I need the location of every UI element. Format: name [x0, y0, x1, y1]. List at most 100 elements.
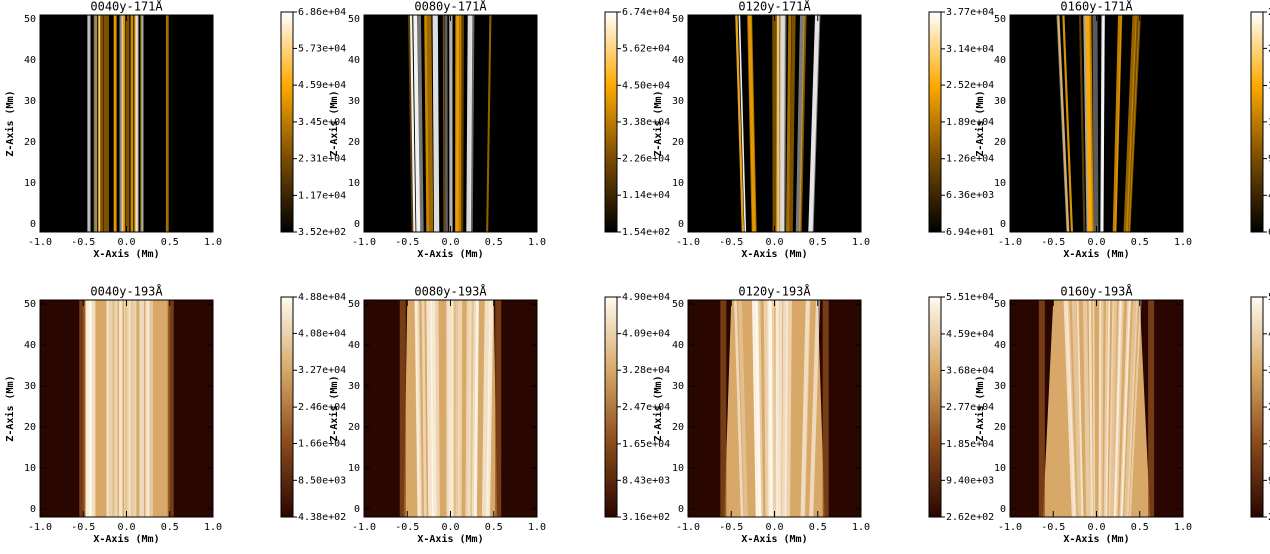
colorbar-tick-label: 1.54e+02: [622, 227, 670, 238]
y-tick-label: 10: [348, 178, 360, 189]
stripe: [784, 300, 792, 517]
colorbar-tick-label: 8.50e+03: [298, 475, 346, 486]
stripe: [409, 15, 416, 232]
x-tick-label: 0.5: [809, 237, 827, 248]
stripe: [1088, 300, 1094, 517]
y-tick-label: 30: [348, 96, 360, 107]
panel-title: 0160y-193Å: [1060, 284, 1133, 299]
y-axis-label: Z-Axis (Mm): [4, 90, 16, 156]
colorbar-tick-label: 1.17e+04: [298, 190, 346, 201]
colorbar-tick-label: 4.90e+04: [622, 292, 670, 303]
y-tick-label: 30: [24, 96, 36, 107]
x-tick-label: -1.0: [28, 522, 52, 533]
colorbar-tick-label: 9.35e+03: [1268, 154, 1270, 165]
y-tick-label: 10: [672, 463, 684, 474]
x-tick-label: 0.5: [1131, 237, 1149, 248]
colorbar-tick-label: 2.79e+04: [1268, 7, 1270, 18]
colorbar-tick-label: 2.17e+02: [1268, 512, 1270, 523]
x-axis-label: X-Axis (Mm): [93, 248, 159, 260]
edge-l: [720, 300, 727, 517]
stripe: [772, 15, 778, 232]
colorbar: [604, 296, 618, 518]
colorbar: [928, 11, 942, 233]
colorbar-tick-label: 6.86e+04: [298, 7, 346, 18]
y-axis-label: Z-Axis (Mm): [328, 90, 340, 156]
y-tick-label: 30: [672, 381, 684, 392]
stripe: [481, 300, 491, 517]
y-tick-label: 50: [672, 14, 684, 25]
stripe: [1098, 300, 1102, 517]
colorbar-tick-label: 3.16e+02: [622, 512, 670, 523]
colorbar-tick-label: 5.62e+04: [622, 44, 670, 55]
colorbar-tick-label: 8.43e+03: [622, 475, 670, 486]
stripe: [1123, 300, 1138, 517]
stripe: [126, 300, 131, 517]
stripe: [133, 300, 137, 517]
stripe: [788, 15, 796, 232]
stripe: [457, 300, 463, 517]
x-tick-label: 0.0: [441, 522, 459, 533]
stripe: [432, 15, 440, 232]
stripe: [1113, 300, 1122, 517]
x-tick-label: -0.5: [71, 522, 95, 533]
stripe: [1123, 15, 1137, 232]
colorbar-tick-label: 1.89e+04: [946, 117, 994, 128]
stripe: [88, 300, 92, 517]
stripe: [776, 15, 780, 232]
y-tick-label: 50: [24, 14, 36, 25]
stripe: [747, 15, 757, 232]
stripe: [1126, 15, 1140, 232]
colorbar-tick-label: 3.45e+04: [298, 117, 346, 128]
panel-title: 0120y-171Å: [738, 0, 811, 14]
panel-title: 0160y-171Å: [1060, 0, 1133, 14]
x-tick-label: -1.0: [676, 522, 700, 533]
x-tick-label: 0.5: [161, 237, 179, 248]
y-tick-label: 30: [348, 381, 360, 392]
colorbar-tick-label: 5.40e+04: [1268, 292, 1270, 303]
y-tick-label: 20: [994, 137, 1006, 148]
stripe: [1100, 15, 1105, 232]
stripe: [147, 300, 150, 517]
y-tick-label: 30: [672, 96, 684, 107]
stripe: [413, 15, 421, 232]
y-tick-label: 40: [672, 340, 684, 351]
y-axis-label: Z-Axis (Mm): [4, 375, 16, 441]
y-tick-label: 50: [672, 299, 684, 310]
x-tick-label: 0.5: [809, 522, 827, 533]
panel-title: 0120y-193Å: [738, 284, 811, 299]
stripe: [808, 15, 820, 232]
y-tick-label: 30: [994, 381, 1006, 392]
y-tick-label: 10: [994, 178, 1006, 189]
heatmap-band: [724, 300, 825, 517]
colorbar-tick-label: 3.52e+02: [298, 227, 346, 238]
x-axis-label: X-Axis (Mm): [417, 248, 483, 260]
colorbar: [280, 296, 294, 518]
stripe: [149, 300, 153, 517]
colorbar-tick-label: 6.74e+04: [622, 7, 670, 18]
stripe: [1105, 300, 1111, 517]
stripe: [430, 300, 437, 517]
x-tick-label: 0.5: [161, 522, 179, 533]
colorbar-tick-label: 1.81e+04: [1268, 439, 1270, 450]
colorbar: [1250, 296, 1264, 518]
edge-l: [399, 300, 406, 517]
colorbar: [928, 296, 942, 518]
y-tick-label: 40: [348, 55, 360, 66]
colorbar-tick-label: 1.66e+04: [298, 438, 346, 449]
colorbar-tick-label: 4.50e+04: [622, 80, 670, 91]
heatmap: [688, 15, 861, 232]
stripe: [471, 300, 479, 517]
stripe: [779, 15, 785, 232]
y-tick-label: 20: [994, 422, 1006, 433]
colorbar-tick-label: 1.65e+04: [622, 439, 670, 450]
colorbar-tick-label: 2.26e+04: [622, 154, 670, 165]
stripe: [1057, 15, 1070, 232]
colorbar: [604, 11, 618, 233]
y-tick-label: 0: [30, 504, 36, 515]
x-tick-label: -1.0: [998, 237, 1022, 248]
y-tick-label: 10: [24, 463, 36, 474]
panel-title: 0040y-171Å: [90, 0, 163, 14]
stripe: [426, 15, 434, 232]
stripe: [119, 15, 124, 232]
colorbar-tick-label: 4.70e+03: [1268, 190, 1270, 201]
